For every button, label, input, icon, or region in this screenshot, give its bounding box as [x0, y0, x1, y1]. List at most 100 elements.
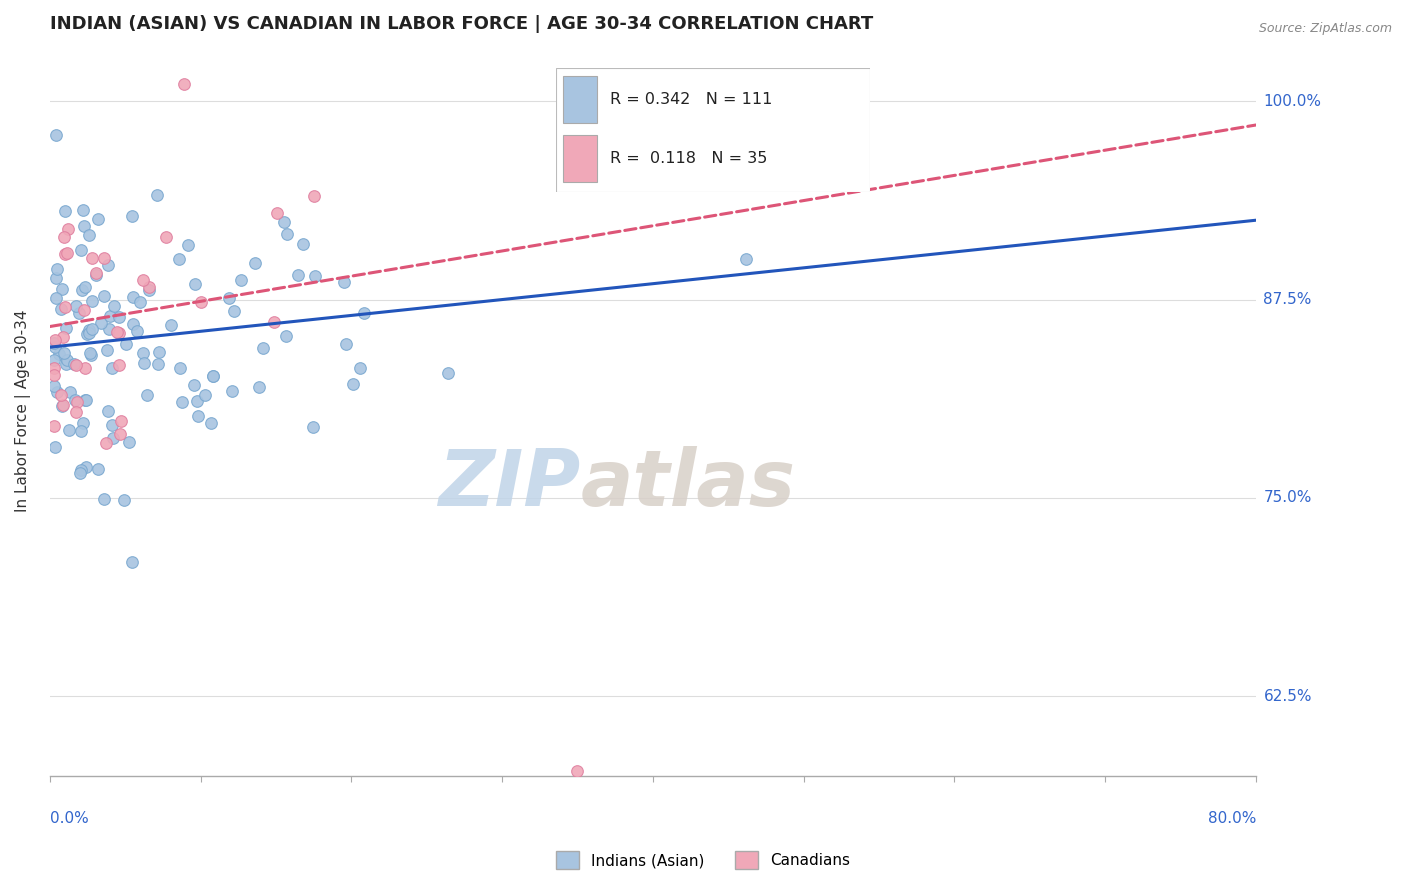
- Text: 75.0%: 75.0%: [1264, 491, 1312, 506]
- Point: [82, 294, 104, 309]
- Point: [132, 355, 155, 369]
- Point: [176, 238, 198, 252]
- Point: [73, 303, 96, 318]
- Point: [82, 251, 104, 265]
- Point: [128, 294, 150, 309]
- Text: 62.5%: 62.5%: [1264, 689, 1312, 704]
- Point: [52, 230, 75, 244]
- Point: [121, 555, 143, 569]
- Point: [59, 385, 82, 400]
- Point: [186, 394, 208, 409]
- Point: [190, 294, 212, 309]
- Point: [65, 405, 87, 419]
- Point: [70, 463, 93, 477]
- Point: [44, 352, 66, 367]
- Point: [75, 361, 97, 376]
- Point: [187, 409, 209, 423]
- Point: [201, 368, 224, 383]
- Point: [734, 252, 756, 266]
- Point: [80, 322, 103, 336]
- Point: [135, 387, 157, 401]
- Point: [53, 247, 76, 261]
- Point: [44, 379, 66, 393]
- Text: atlas: atlas: [581, 446, 796, 522]
- Point: [101, 361, 124, 376]
- Point: [335, 336, 357, 351]
- Point: [87, 462, 110, 476]
- Point: [276, 227, 298, 242]
- Point: [84, 266, 107, 280]
- Point: [437, 366, 460, 380]
- Point: [53, 346, 76, 360]
- Point: [44, 368, 66, 383]
- Point: [301, 420, 323, 434]
- Point: [44, 361, 66, 376]
- Point: [287, 268, 309, 283]
- Point: [122, 317, 145, 331]
- Point: [51, 399, 73, 413]
- Point: [131, 273, 153, 287]
- Point: [121, 209, 143, 223]
- Point: [56, 222, 79, 236]
- Point: [55, 357, 77, 371]
- Point: [44, 335, 66, 350]
- Point: [98, 322, 121, 336]
- Point: [84, 268, 107, 282]
- Point: [51, 282, 73, 296]
- Point: [93, 491, 115, 506]
- Point: [86, 211, 108, 226]
- Point: [53, 300, 76, 314]
- Point: [44, 341, 66, 355]
- Point: [353, 306, 375, 320]
- Point: [273, 215, 295, 229]
- Point: [567, 764, 589, 778]
- Text: 80.0%: 80.0%: [1208, 811, 1256, 825]
- Point: [44, 441, 66, 455]
- Point: [110, 427, 132, 442]
- Point: [73, 393, 96, 408]
- Point: [245, 256, 267, 270]
- Point: [55, 320, 77, 334]
- Point: [53, 204, 76, 219]
- Point: [202, 368, 225, 383]
- Point: [221, 384, 243, 398]
- Point: [173, 77, 195, 91]
- Point: [93, 251, 115, 265]
- Point: [46, 261, 69, 276]
- Point: [229, 273, 252, 287]
- Point: [44, 333, 66, 347]
- Text: Source: ZipAtlas.com: Source: ZipAtlas.com: [1258, 22, 1392, 36]
- Point: [70, 283, 93, 297]
- Point: [247, 380, 270, 394]
- Point: [218, 291, 240, 305]
- Point: [72, 417, 94, 431]
- Point: [90, 316, 112, 330]
- Point: [110, 415, 132, 429]
- Point: [49, 387, 72, 401]
- Point: [169, 360, 191, 375]
- Point: [69, 424, 91, 438]
- Point: [55, 245, 77, 260]
- Point: [125, 324, 148, 338]
- Point: [224, 304, 246, 318]
- Point: [45, 270, 67, 285]
- Point: [58, 424, 80, 438]
- Text: 87.5%: 87.5%: [1264, 292, 1312, 307]
- Point: [44, 419, 66, 434]
- Point: [333, 276, 356, 290]
- Point: [252, 341, 274, 355]
- Point: [51, 330, 73, 344]
- Point: [342, 376, 364, 391]
- Point: [45, 384, 67, 399]
- Point: [148, 344, 170, 359]
- Point: [77, 326, 100, 340]
- Point: [194, 387, 217, 401]
- Point: [291, 237, 314, 252]
- Y-axis label: In Labor Force | Age 30-34: In Labor Force | Age 30-34: [15, 310, 31, 512]
- Point: [97, 403, 120, 417]
- Point: [167, 252, 190, 266]
- Point: [155, 229, 177, 244]
- Point: [66, 395, 89, 409]
- Point: [94, 435, 117, 450]
- Point: [63, 392, 86, 407]
